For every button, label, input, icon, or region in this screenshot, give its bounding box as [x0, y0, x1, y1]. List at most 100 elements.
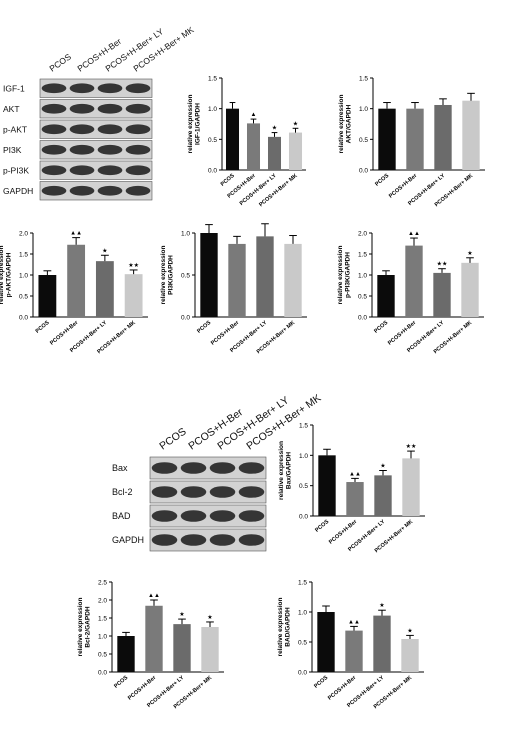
y-tick-label: 0.0: [298, 670, 307, 677]
blot-strip: [149, 456, 267, 480]
bar: [173, 624, 191, 672]
blot-row-label: AKT: [3, 104, 20, 114]
blot-band: [238, 510, 265, 522]
blot-band: [180, 462, 207, 474]
x-tick-label: PCOS: [35, 320, 51, 335]
bar: [288, 132, 303, 170]
bar: [402, 458, 420, 516]
y-tick-label: 1.0: [181, 231, 190, 238]
significance-marker: ★: [407, 627, 412, 634]
y-tick-label: 1.5: [299, 423, 308, 430]
chart-4: 0.0 0.5 1.0 relative expressionPI3K/GAPDH PC…: [160, 223, 307, 355]
chart-8: 0.0 0.5 1.0 1.5 relative expressionBAD/GAPDH…: [277, 580, 424, 710]
blot-band: [238, 462, 265, 474]
blot-band: [69, 103, 95, 114]
bar: [38, 275, 57, 317]
blot-row-label: p-AKT: [3, 124, 27, 134]
y-tick-label: 1.5: [208, 76, 217, 83]
blot-strip: [39, 99, 153, 119]
blot-band: [97, 165, 123, 176]
x-tick-label: PCOS: [196, 320, 212, 335]
blot-band: [69, 165, 95, 176]
y-tick-label: 0.5: [19, 294, 28, 301]
blot-band: [69, 83, 95, 94]
significance-marker: ★★: [128, 262, 139, 269]
blot-strip: [149, 528, 267, 552]
blot-band: [97, 185, 123, 196]
bar: [462, 100, 480, 170]
bar: [267, 136, 282, 170]
blot-row-label: Bcl-2: [112, 487, 133, 497]
blot-strip: [149, 480, 267, 504]
blot-strip: [39, 140, 153, 160]
x-tick-label: PCOS+H-Ber+ LY: [239, 173, 278, 207]
significance-marker: ▲: [251, 112, 257, 118]
bar: [318, 455, 336, 516]
chart-1: 0.0 0.5 1.0 1.5 relative expressionIGF-1/GAP…: [187, 76, 306, 208]
blot-band: [180, 510, 207, 522]
bar: [373, 615, 391, 672]
y-axis-title: relative expressionBcl-2/GAPDH: [77, 598, 92, 657]
y-axis-title: relative expressionBAD/GAPDH: [277, 598, 292, 657]
x-tick-label: PCOS: [374, 173, 390, 188]
y-tick-label: 1.0: [98, 634, 107, 641]
y-tick-label: 1.5: [98, 616, 107, 623]
blot-row-label: IGF-1: [3, 83, 25, 93]
y-tick-label: 2.0: [358, 231, 367, 238]
blot-band: [41, 185, 67, 196]
y-axis-title: relative expressionBax/GAPDH: [278, 441, 293, 500]
y-tick-label: 2.0: [98, 598, 107, 605]
bar: [201, 627, 219, 672]
blot-band: [69, 124, 95, 135]
y-tick-label: 1.5: [358, 252, 367, 259]
significance-marker: ★★: [406, 443, 417, 450]
bar: [145, 605, 163, 672]
bar: [378, 108, 396, 170]
bar: [124, 274, 143, 317]
blot-band: [41, 103, 67, 114]
bar: [433, 272, 451, 317]
blot-row-label: GAPDH: [112, 535, 144, 545]
chart-7: 0.0 0.5 1.0 1.5 2.0 2.5 relative expressionBcl…: [77, 580, 224, 710]
significance-marker: ★: [380, 463, 385, 470]
y-tick-label: 1.0: [358, 273, 367, 280]
y-tick-label: 0.5: [359, 137, 368, 144]
blot-row-label: BAD: [112, 511, 131, 521]
bar: [434, 104, 452, 170]
bar: [117, 636, 135, 672]
chart-6: 0.0 0.5 1.0 1.5 relative expressionBax/GAPDH…: [278, 423, 425, 554]
bar: [346, 482, 364, 516]
blot-band: [125, 185, 151, 196]
significance-marker: ★: [207, 614, 212, 621]
significance-marker: ▲▲: [348, 619, 360, 625]
blot-band: [125, 165, 151, 176]
significance-marker: ★: [179, 611, 184, 618]
y-tick-label: 0.0: [19, 315, 28, 322]
bar: [317, 612, 335, 672]
blot-band: [41, 83, 67, 94]
blot-band: [180, 534, 207, 546]
bar: [345, 630, 363, 672]
chart-5: 0.0 0.5 1.0 1.5 2.0 relative expressionp-PI3K…: [337, 231, 484, 355]
blot-band: [97, 124, 123, 135]
blot-band: [151, 462, 178, 474]
blot-band: [41, 124, 67, 135]
y-tick-label: 0.0: [208, 168, 217, 175]
significance-marker: ★: [467, 250, 472, 257]
bar: [225, 108, 240, 170]
blot-band: [69, 185, 95, 196]
y-tick-label: 1.5: [298, 580, 307, 587]
y-tick-label: 1.0: [359, 106, 368, 113]
blot-band: [151, 534, 178, 546]
blot-band: [209, 486, 236, 498]
blot-band: [97, 103, 123, 114]
bar: [246, 123, 261, 170]
blot-band: [151, 486, 178, 498]
y-tick-label: 2.0: [19, 231, 28, 238]
y-tick-label: 0.5: [208, 137, 217, 144]
blot-band: [238, 534, 265, 546]
bar: [284, 243, 302, 317]
blot-band: [41, 165, 67, 176]
